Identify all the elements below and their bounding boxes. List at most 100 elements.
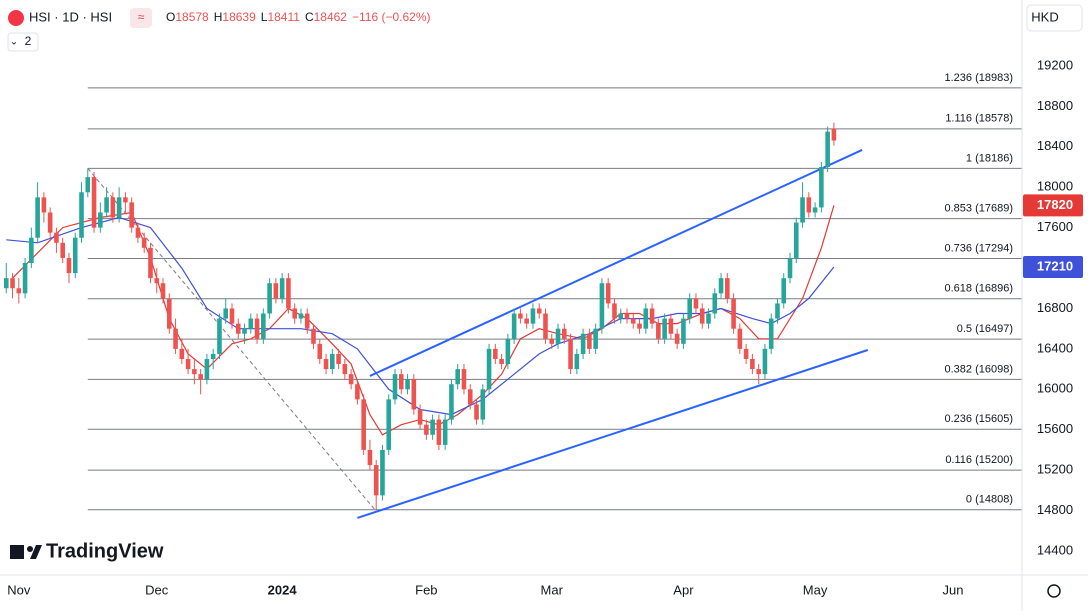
candle (449, 379, 454, 425)
candle (781, 273, 787, 309)
indicator-icon[interactable] (130, 8, 152, 28)
candle-body (185, 358, 191, 370)
indicator-count[interactable]: 2 (25, 34, 32, 48)
candle-body (511, 313, 517, 339)
candle-body (160, 283, 166, 299)
candle (687, 293, 692, 324)
candle (561, 323, 567, 344)
candle (467, 384, 473, 410)
x-tick-label: 2024 (268, 582, 298, 597)
currency[interactable]: HKD (1031, 9, 1058, 24)
symbol-icon[interactable] (8, 10, 24, 26)
candle-body (781, 278, 787, 304)
candle-body (731, 298, 736, 329)
candle-body (210, 353, 216, 359)
indicator-toggle[interactable] (7, 32, 39, 52)
candle-body (355, 384, 360, 400)
candle-body (568, 338, 573, 370)
fib-label: 0.736 (17294) (945, 242, 1014, 254)
candle-body (292, 308, 297, 319)
y-tick-label: 19200 (1037, 57, 1073, 72)
candle (681, 313, 686, 349)
candle (129, 197, 134, 233)
candle-body (449, 384, 454, 420)
currency-button[interactable] (1026, 4, 1083, 32)
candle (91, 172, 97, 233)
candle (825, 126, 830, 173)
candle (348, 369, 354, 390)
candle (800, 182, 805, 228)
candle (518, 308, 523, 324)
indicator-icon-glyph: ≈ (138, 10, 145, 24)
ohlc-letter: C (305, 10, 314, 24)
candle (79, 182, 84, 243)
candle-body (800, 197, 805, 223)
plot-area: 1.236 (18983) 1.116 (18578) 1 (18186) 0.853… (3, 72, 1022, 519)
candle-body (198, 374, 203, 380)
y-tick-label: 14800 (1037, 502, 1073, 517)
settings[interactable] (1047, 584, 1061, 598)
ohlc-value: 18578 (175, 10, 209, 24)
price-label: 17210 (1037, 258, 1073, 273)
candle (612, 298, 617, 324)
candle (298, 308, 304, 324)
candle-body (793, 222, 799, 258)
candle (593, 323, 598, 354)
trendline (369, 149, 863, 377)
candle (455, 364, 461, 390)
candle-body (624, 313, 630, 319)
candle (217, 313, 222, 359)
x-tick-label: Apr (673, 582, 694, 597)
fib-retracement: 1.236 (18983) 1.116 (18578) 1 (18186) 0.853… (87, 72, 1022, 511)
candle (304, 308, 310, 334)
candle-body (254, 318, 260, 339)
candle-body (386, 399, 392, 450)
candle-body (430, 419, 435, 435)
candle (261, 308, 266, 344)
candle-body (261, 313, 266, 339)
candle (693, 293, 699, 314)
candle (536, 303, 542, 319)
fib-label: 0.5 (16497) (957, 323, 1013, 335)
candle (743, 343, 749, 365)
fib-label: 0.236 (15605) (945, 413, 1014, 425)
candle (417, 404, 423, 430)
candle-body (555, 328, 561, 344)
candle-body (574, 353, 580, 370)
candle (135, 222, 141, 243)
ohlc-value: 18639 (222, 10, 256, 24)
ohlc-letter: H (214, 10, 223, 24)
candle-body (486, 348, 492, 390)
candle-body (518, 313, 523, 319)
candle-body (311, 328, 316, 344)
candle (373, 460, 379, 510)
candle-body (54, 232, 59, 243)
candle (204, 353, 210, 385)
candle (725, 273, 730, 304)
trendline (87, 168, 376, 511)
candle (336, 348, 341, 370)
candle-body (662, 318, 667, 339)
candle (656, 318, 661, 344)
candle (436, 414, 442, 450)
candle-body (718, 278, 724, 294)
candle (330, 348, 335, 375)
candle-body (192, 369, 197, 375)
candle-body (605, 283, 611, 304)
candle (662, 313, 667, 344)
candle-body (743, 348, 749, 359)
symbol[interactable]: HSI · 1D · HSI (29, 9, 112, 24)
candle-body (129, 202, 134, 228)
candle-body (543, 313, 548, 339)
candle (806, 192, 812, 218)
candle (618, 308, 624, 324)
candle (104, 187, 109, 218)
candle-body (173, 328, 178, 349)
candle-body (825, 131, 830, 168)
candle (430, 414, 435, 440)
candle (424, 419, 429, 440)
candle (699, 303, 705, 329)
candle-body (286, 278, 291, 309)
fib-label: 0.382 (16098) (945, 363, 1014, 375)
